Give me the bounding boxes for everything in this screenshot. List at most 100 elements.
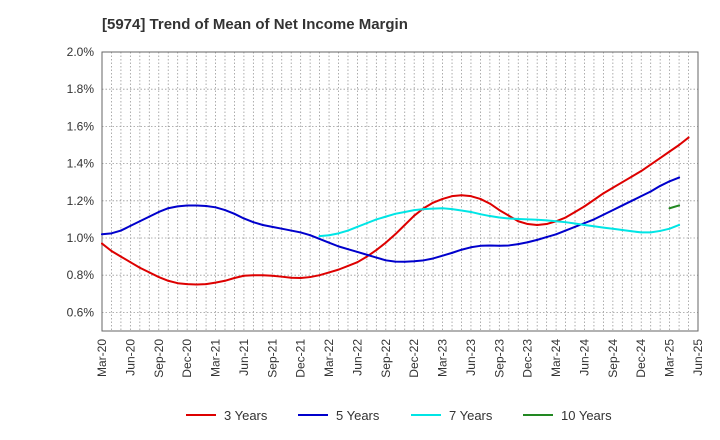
data-point [176, 282, 179, 285]
grid [102, 52, 698, 331]
data-point [318, 237, 321, 240]
legend-label: 3 Years [224, 408, 268, 423]
data-point [611, 186, 614, 189]
data-point [659, 229, 662, 232]
data-point [157, 210, 160, 213]
data-point [413, 214, 416, 217]
x-tick-label: Mar-24 [549, 339, 563, 377]
data-point [621, 229, 624, 231]
data-point [110, 232, 113, 235]
data-point [271, 225, 274, 228]
y-tick-label: 0.6% [67, 305, 95, 319]
data-point [346, 264, 349, 267]
data-point [640, 231, 643, 234]
data-point [451, 195, 454, 198]
data-point [536, 218, 539, 221]
data-point [611, 227, 614, 230]
data-point [299, 276, 302, 279]
data-point [479, 197, 482, 200]
series-2 [318, 207, 681, 238]
data-point [592, 225, 595, 228]
data-point [337, 245, 340, 248]
data-point [365, 253, 368, 256]
data-point [441, 254, 444, 257]
data-point [668, 150, 671, 153]
data-point [678, 144, 681, 146]
data-point [460, 248, 463, 251]
data-point [488, 202, 491, 205]
data-point [678, 204, 681, 207]
data-point [356, 225, 359, 228]
data-point [564, 216, 567, 219]
data-point [214, 206, 217, 209]
x-tick-label: Mar-20 [95, 339, 109, 377]
plot-frame [101, 51, 699, 332]
data-point [328, 241, 331, 244]
data-point [337, 268, 340, 271]
data-point [678, 223, 681, 226]
data-point [290, 229, 293, 232]
data-point [309, 234, 312, 237]
data-point [451, 251, 454, 254]
data-point [186, 283, 189, 286]
data-point [432, 201, 435, 204]
data-point [403, 210, 406, 213]
data-point [119, 255, 122, 258]
legend-item: 5 Years [298, 408, 380, 423]
data-point [517, 220, 520, 223]
data-point [195, 283, 198, 286]
data-point [233, 276, 236, 279]
data-point [602, 192, 605, 195]
data-point [223, 279, 226, 282]
data-point [545, 219, 548, 222]
data-point [583, 205, 586, 208]
data-point [280, 275, 283, 278]
data-point [640, 195, 643, 198]
data-point [592, 198, 595, 201]
data-point [394, 212, 397, 215]
data-point [498, 244, 501, 247]
x-tick-label: Dec-23 [521, 339, 535, 378]
data-point [346, 229, 349, 232]
data-point [574, 222, 577, 225]
data-point [101, 242, 103, 245]
data-point [507, 214, 510, 217]
data-point [441, 197, 444, 200]
data-point [507, 217, 510, 220]
data-point [469, 195, 472, 198]
y-tick-label: 1.8% [67, 82, 95, 96]
data-point [451, 208, 454, 211]
data-point [148, 271, 151, 274]
x-tick-label: Mar-22 [322, 339, 336, 377]
data-point [687, 136, 690, 139]
data-point [469, 246, 472, 249]
data-point [384, 215, 387, 218]
data-point [545, 223, 548, 226]
data-point [526, 218, 529, 221]
data-point [469, 210, 472, 213]
data-point [602, 226, 605, 229]
data-point [498, 216, 501, 219]
series-lines [101, 136, 690, 286]
data-point [640, 170, 643, 173]
x-tick-label: Mar-25 [663, 339, 677, 377]
data-point [517, 243, 520, 246]
data-point [328, 234, 331, 237]
data-point [574, 210, 577, 213]
data-point [564, 229, 567, 232]
data-point [375, 218, 378, 221]
legend: 3 Years 5 Years 7 Years 10 Years [186, 408, 612, 423]
y-tick-label: 2.0% [67, 45, 95, 59]
data-point [223, 209, 226, 212]
data-point [630, 175, 633, 178]
x-tick-label: Jun-23 [464, 339, 478, 376]
legend-label: 5 Years [336, 408, 380, 423]
chart-title: [5974] Trend of Mean of Net Income Margi… [102, 16, 408, 33]
y-tick-label: 1.2% [67, 194, 95, 208]
legend-label: 7 Years [449, 408, 493, 423]
data-point [507, 244, 510, 247]
x-tick-label: Dec-24 [634, 339, 648, 378]
data-point [356, 250, 359, 253]
data-point [498, 209, 501, 212]
data-point [432, 257, 435, 260]
